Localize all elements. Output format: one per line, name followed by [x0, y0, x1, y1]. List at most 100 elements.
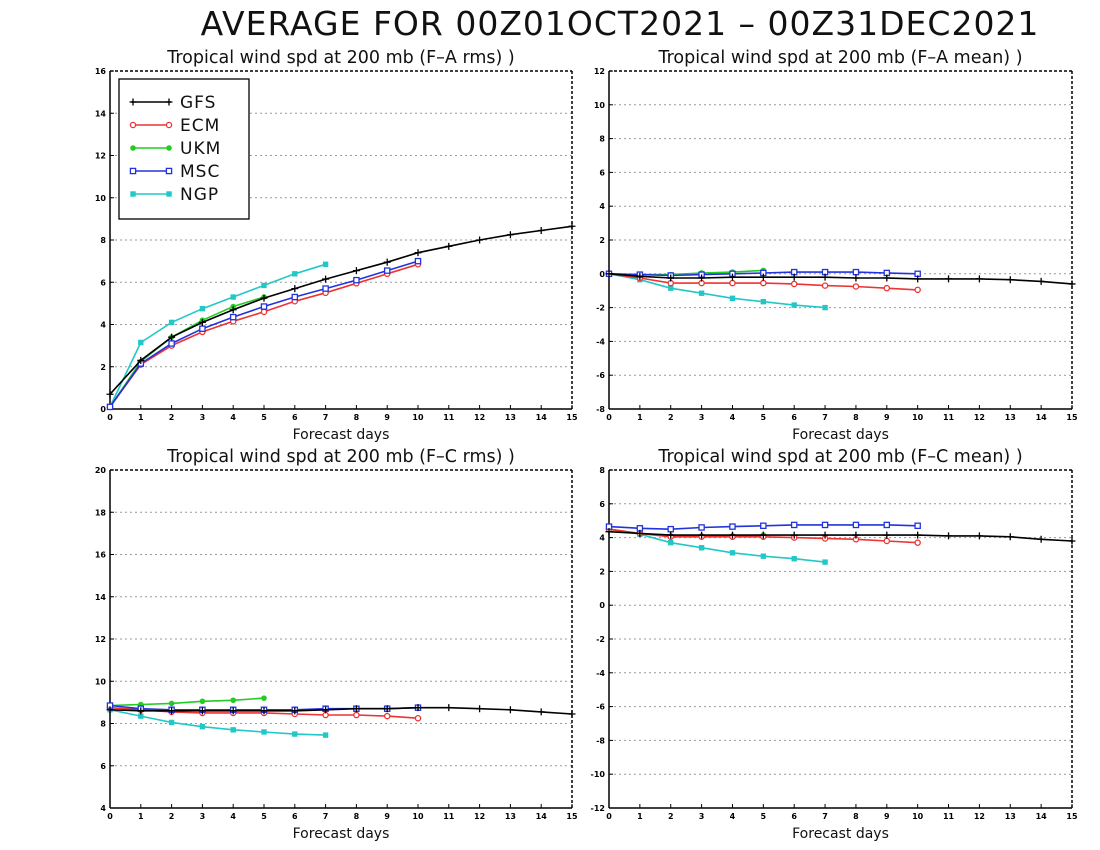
series-line-gfs — [109, 225, 573, 395]
y-tick-label: 4 — [100, 321, 106, 330]
data-point — [975, 532, 983, 540]
data-point — [291, 285, 299, 293]
data-point — [230, 294, 236, 300]
legend-item-ecm: ECM — [129, 116, 219, 136]
legend-item-ngp: NGP — [130, 185, 218, 205]
y-tick-label: 2 — [599, 567, 605, 576]
data-point — [199, 723, 206, 730]
legend-marker — [165, 121, 173, 129]
data-point — [568, 710, 576, 718]
y-tick-label: 16 — [95, 551, 107, 560]
y-tick-label: -8 — [596, 405, 605, 414]
series-line-ngp — [608, 528, 826, 563]
x-tick-label: 2 — [668, 413, 674, 422]
data-point — [383, 712, 391, 720]
data-point — [138, 713, 144, 719]
chart-title: Tropical wind spd at 200 mb (F–A mean) ) — [657, 48, 1022, 68]
series-line-gfs — [608, 273, 1073, 285]
y-tick-label: 18 — [95, 508, 107, 517]
data-point — [322, 732, 329, 738]
data-point — [790, 521, 798, 529]
data-point — [668, 285, 674, 291]
data-point — [260, 294, 268, 302]
data-point — [945, 532, 953, 540]
data-point — [822, 304, 828, 311]
data-point — [667, 274, 675, 282]
data-point — [291, 293, 299, 301]
y-tick-label: -6 — [596, 371, 605, 380]
data-point — [476, 236, 484, 244]
legend-label: GFS — [180, 93, 216, 113]
x-tick-label: 6 — [292, 812, 298, 821]
x-tick-label: 10 — [912, 812, 924, 821]
data-point — [883, 537, 891, 545]
y-tick-label: 14 — [95, 109, 107, 118]
x-tick-label: 0 — [606, 413, 612, 422]
data-point — [914, 531, 922, 539]
x-tick-label: 0 — [606, 812, 612, 821]
series-line-ngp — [109, 263, 326, 408]
data-point — [506, 231, 514, 239]
y-tick-label: 4 — [599, 534, 605, 543]
data-point — [698, 545, 705, 551]
legend-marker — [130, 191, 136, 197]
data-point — [137, 356, 145, 364]
x-tick-label: 15 — [1066, 413, 1078, 422]
chart-title: Tropical wind spd at 200 mb (F–C mean) ) — [657, 447, 1022, 467]
data-point — [230, 727, 236, 733]
data-point — [914, 522, 921, 530]
data-point — [791, 556, 797, 562]
data-point — [168, 707, 176, 715]
x-tick-label: 13 — [1005, 413, 1016, 422]
legend-marker — [166, 191, 172, 197]
x-tick-label: 11 — [443, 413, 455, 422]
x-tick-label: 1 — [138, 413, 144, 422]
y-tick-label: 12 — [95, 635, 106, 644]
y-tick-label: 8 — [100, 720, 106, 729]
x-tick-label: 3 — [699, 413, 705, 422]
data-point — [322, 706, 330, 714]
data-point — [261, 695, 267, 701]
data-point — [790, 531, 798, 539]
series-ngp — [107, 261, 329, 410]
x-tick-label: 7 — [822, 413, 828, 422]
data-point — [537, 708, 545, 716]
data-point — [945, 275, 953, 283]
x-tick-label: 4 — [230, 413, 236, 422]
series-msc — [605, 521, 921, 533]
data-point — [414, 714, 422, 722]
legend-item-ukm: UKM — [130, 139, 220, 159]
data-point — [383, 267, 391, 274]
data-point — [759, 531, 767, 539]
series-line-ngp — [608, 273, 826, 309]
data-point — [790, 280, 798, 288]
x-tick-label: 5 — [261, 812, 267, 821]
legend-marker — [130, 145, 136, 151]
data-point — [292, 271, 298, 277]
data-point — [852, 521, 860, 529]
data-point — [883, 274, 891, 282]
data-point — [729, 523, 736, 530]
data-point — [852, 268, 860, 276]
x-tick-label: 6 — [292, 413, 298, 422]
series-ukm — [107, 695, 267, 709]
legend-marker — [129, 98, 137, 106]
legend-marker — [129, 121, 137, 129]
data-point — [137, 707, 145, 715]
data-point — [1037, 277, 1045, 285]
y-tick-label: 2 — [599, 236, 605, 245]
series-gfs — [106, 222, 576, 398]
series-gfs — [605, 528, 1076, 545]
x-tick-label: 10 — [412, 413, 424, 422]
data-point — [229, 306, 237, 314]
x-tick-label: 2 — [169, 812, 175, 821]
y-tick-label: 8 — [599, 135, 605, 144]
legend: GFS ECM UKM MSC NGP — [118, 78, 250, 220]
x-tick-label: 4 — [730, 812, 736, 821]
legend-marker — [165, 98, 173, 106]
y-tick-label: -10 — [591, 770, 606, 779]
data-point — [1006, 533, 1014, 541]
data-point — [729, 295, 736, 302]
x-tick-label: 11 — [443, 812, 455, 821]
